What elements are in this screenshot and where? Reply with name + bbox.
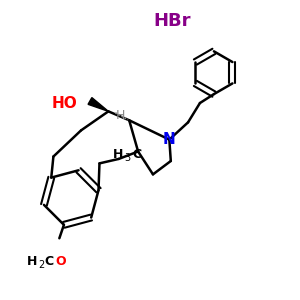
Text: 3: 3 — [125, 153, 131, 163]
Text: C: C — [132, 148, 141, 161]
Polygon shape — [88, 98, 108, 111]
Text: H: H — [116, 109, 125, 122]
Text: O: O — [55, 255, 65, 268]
Text: HO: HO — [51, 96, 77, 111]
Text: N: N — [163, 132, 176, 147]
Text: 2: 2 — [38, 260, 45, 270]
Text: C: C — [44, 255, 54, 268]
Text: H: H — [27, 255, 37, 268]
Text: H: H — [113, 148, 123, 161]
Text: HBr: HBr — [154, 12, 191, 30]
